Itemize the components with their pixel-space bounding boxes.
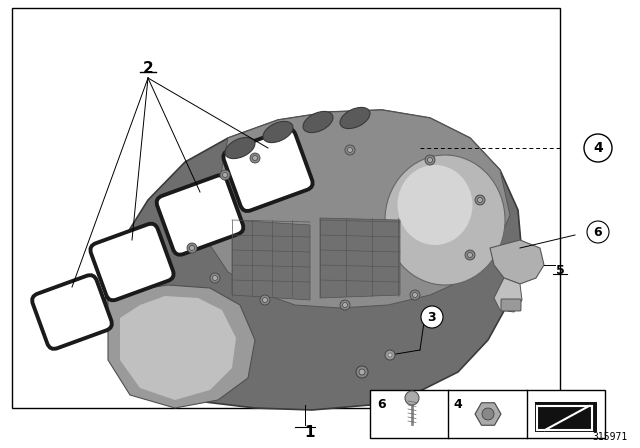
Circle shape	[428, 158, 433, 163]
Bar	[370, 390, 605, 438]
Text: 4: 4	[453, 398, 461, 411]
FancyBboxPatch shape	[90, 224, 173, 300]
Circle shape	[465, 250, 475, 260]
Circle shape	[482, 408, 494, 420]
Circle shape	[262, 297, 268, 302]
Circle shape	[584, 134, 612, 162]
Circle shape	[220, 170, 230, 180]
Circle shape	[413, 293, 417, 297]
Circle shape	[356, 366, 368, 378]
Ellipse shape	[385, 155, 505, 285]
Circle shape	[359, 369, 365, 375]
Polygon shape	[232, 220, 310, 300]
Circle shape	[250, 153, 260, 163]
Circle shape	[405, 391, 419, 405]
Circle shape	[260, 295, 270, 305]
Circle shape	[189, 246, 195, 250]
FancyBboxPatch shape	[237, 143, 299, 197]
Circle shape	[410, 290, 420, 300]
FancyBboxPatch shape	[223, 129, 313, 211]
Circle shape	[388, 353, 392, 357]
Text: 2: 2	[143, 60, 154, 76]
Polygon shape	[108, 285, 255, 408]
Circle shape	[210, 273, 220, 283]
Polygon shape	[208, 110, 510, 308]
Text: 1: 1	[305, 425, 316, 439]
Polygon shape	[490, 240, 544, 284]
Circle shape	[223, 172, 227, 177]
Polygon shape	[535, 402, 597, 432]
Circle shape	[345, 145, 355, 155]
Circle shape	[477, 198, 483, 202]
Bar	[12, 8, 560, 408]
Ellipse shape	[397, 165, 472, 245]
Circle shape	[425, 155, 435, 165]
Circle shape	[475, 195, 485, 205]
Circle shape	[253, 155, 257, 160]
Polygon shape	[105, 110, 522, 410]
FancyBboxPatch shape	[157, 175, 243, 255]
Ellipse shape	[303, 112, 333, 133]
Circle shape	[212, 276, 218, 280]
Circle shape	[348, 147, 353, 152]
Circle shape	[385, 350, 395, 360]
Ellipse shape	[225, 138, 255, 159]
Circle shape	[342, 302, 348, 307]
Circle shape	[587, 221, 609, 243]
Text: 4: 4	[593, 141, 603, 155]
Circle shape	[421, 306, 443, 328]
Polygon shape	[320, 218, 400, 298]
Text: 5: 5	[556, 263, 564, 276]
Circle shape	[340, 300, 350, 310]
FancyBboxPatch shape	[32, 275, 112, 349]
Polygon shape	[120, 296, 236, 400]
Ellipse shape	[263, 121, 293, 142]
Text: 6: 6	[377, 398, 386, 411]
FancyBboxPatch shape	[104, 237, 160, 286]
Circle shape	[187, 243, 197, 253]
Polygon shape	[494, 278, 522, 312]
Text: 6: 6	[594, 225, 602, 238]
FancyBboxPatch shape	[46, 289, 98, 335]
Text: 3: 3	[428, 310, 436, 323]
Ellipse shape	[340, 108, 370, 129]
FancyBboxPatch shape	[501, 299, 521, 311]
Text: 315971: 315971	[593, 432, 628, 442]
FancyBboxPatch shape	[170, 189, 230, 241]
Circle shape	[467, 253, 472, 258]
